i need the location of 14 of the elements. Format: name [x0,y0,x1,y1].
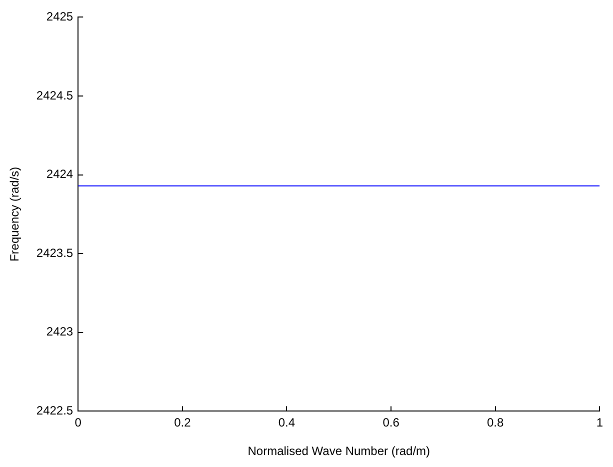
y-tick-label: 2422.5 [36,404,74,418]
x-tick-label: 0.6 [382,416,400,430]
y-tick-label: 2424.5 [36,88,74,102]
y-tick-label: 2423 [46,324,74,339]
x-tick-label: 0.4 [278,416,296,430]
y-tick-label: 2424 [46,167,74,182]
x-tick-label: 1 [596,416,604,430]
x-axis-title: Normalised Wave Number (rad/m) [248,444,430,458]
y-tick-label: 2423.5 [36,246,74,260]
x-tick-label: 0 [74,416,82,430]
x-tick-label: 0.8 [487,416,504,430]
y-tick-label: 2425 [46,10,74,24]
x-tick-label: 0.2 [174,416,192,430]
y-axis-title: Frequency (rad/s) [8,166,22,262]
